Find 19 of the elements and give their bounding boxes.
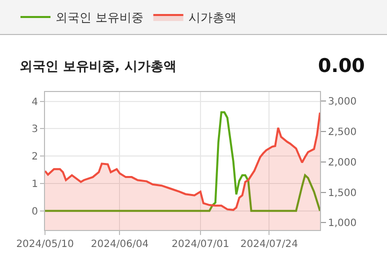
y2-tick-label: 2,000 [328,157,357,168]
y-tick-label: 0 [32,206,38,218]
chart-title: 외국인 보유비중, 시가총액 [19,60,176,75]
y2-tick-label: 2,500 [328,126,357,138]
y-tick-label: 3 [32,124,38,136]
y2-tick-label: 3,000 [328,96,357,108]
text: 0.00 [318,55,365,77]
x-tick-label: 2024/05/10 [16,239,74,250]
x-tick-label: 2024/06/04 [90,239,149,250]
y2-tick-label: 1,000 [328,218,357,230]
legend-label: 시가총액 [188,10,236,25]
x-tick-label: 2024/07/01 [172,239,230,250]
y-tick-label: 2 [32,152,38,163]
y2-tick-label: 1,500 [328,188,357,199]
line-series [45,111,320,212]
legend-label: 외국인 보유비중 [55,10,144,25]
y-tick-label: 1 [32,178,38,190]
x-tick-label: 2024/07/24 [240,239,298,250]
y-tick-label: 4 [32,96,38,108]
